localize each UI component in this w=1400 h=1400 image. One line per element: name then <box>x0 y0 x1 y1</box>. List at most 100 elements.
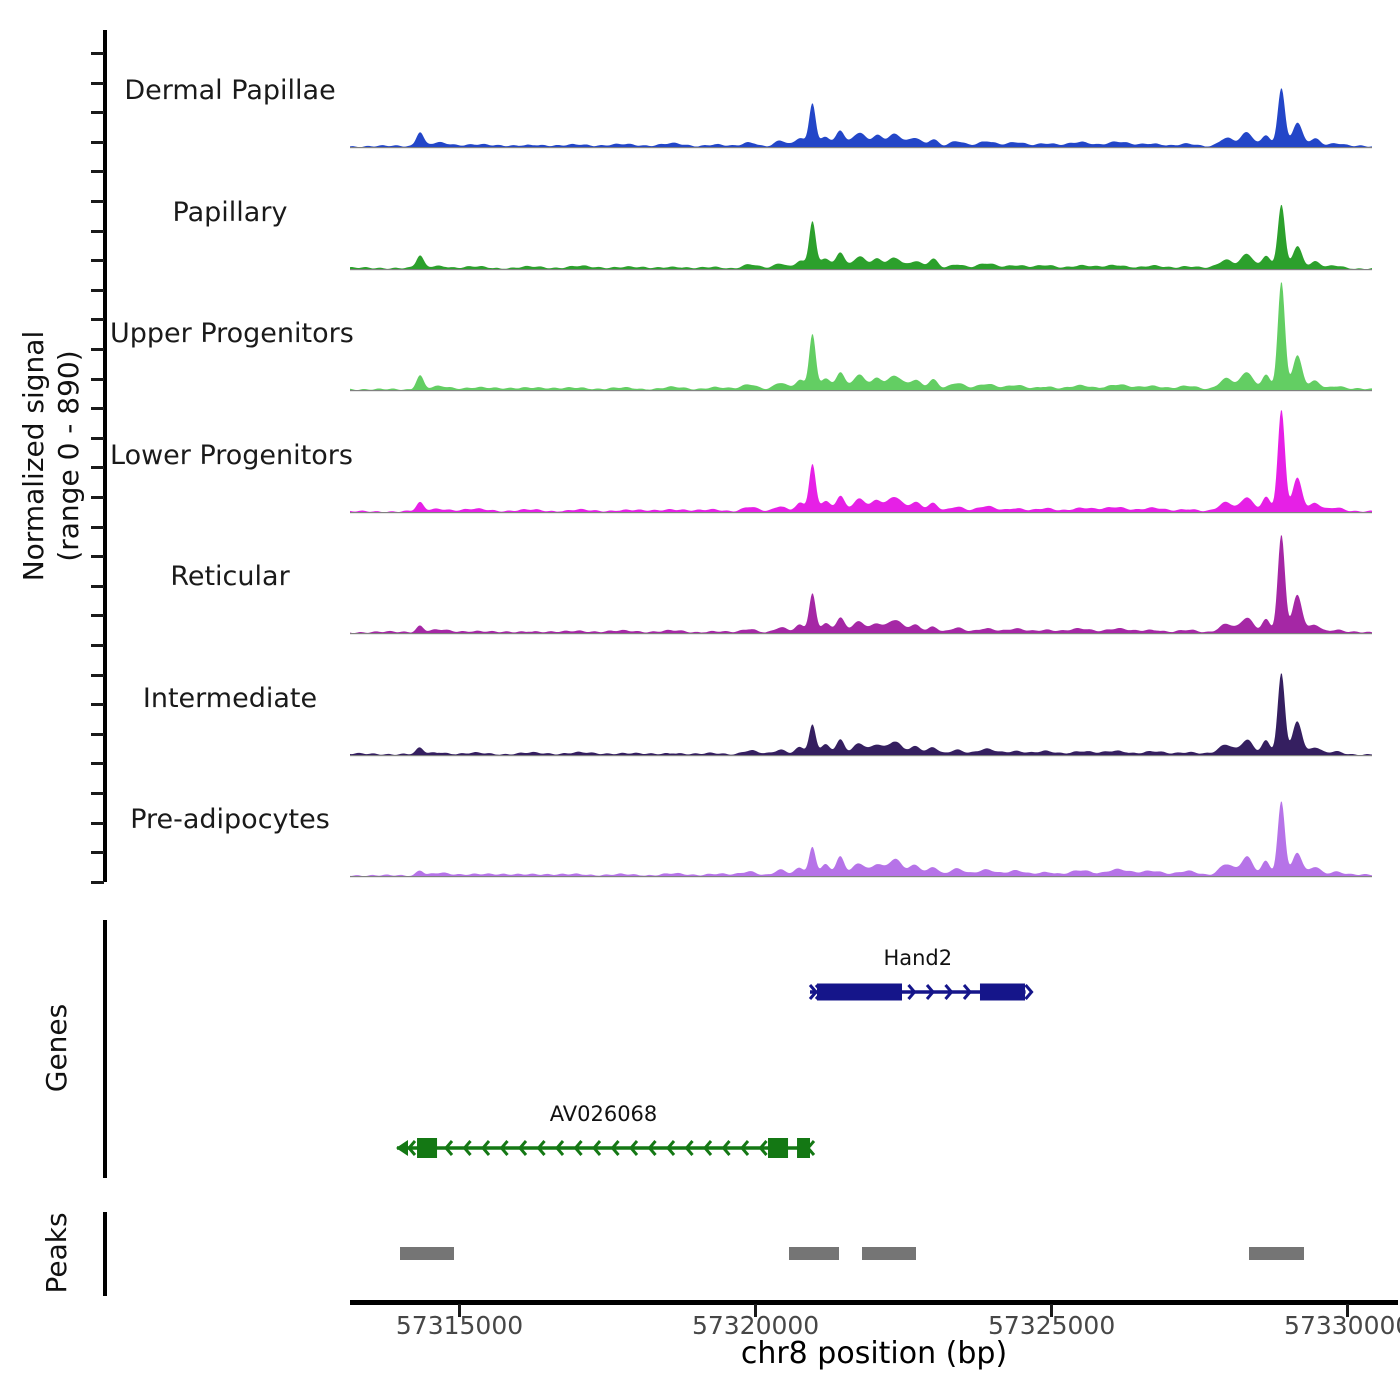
x-tick-label: 57315000 <box>395 1311 524 1340</box>
strand-arrow-icon <box>808 984 818 1000</box>
exon-box <box>417 1138 438 1158</box>
strand-arrow-icon <box>518 1140 528 1156</box>
signal-track-lower-progenitors <box>350 409 1372 513</box>
signal-area <box>350 88 1372 147</box>
x-axis-tick <box>458 1304 462 1317</box>
y-axis-tick <box>91 229 104 233</box>
y-axis-label: Normalized signal (range 0 - 890) <box>16 111 88 801</box>
strand-arrow-icon <box>462 1140 472 1156</box>
strand-arrow-icon <box>481 1140 491 1156</box>
signal-area <box>350 282 1372 390</box>
track-baseline <box>350 268 1372 270</box>
track-baseline <box>350 754 1372 756</box>
y-axis-tick <box>91 644 104 647</box>
strand-arrow-icon <box>536 1140 546 1156</box>
track-baseline <box>350 876 1372 878</box>
x-tick-label: 57330000 <box>1284 1311 1400 1340</box>
y-axis-tick <box>91 377 104 381</box>
track-label: Lower Progenitors <box>110 439 353 471</box>
strand-arrow-icon <box>721 1140 731 1156</box>
gene-models-canvas <box>396 983 1034 1158</box>
peaks-axis-line <box>103 1212 107 1296</box>
strand-arrow-icon <box>629 1140 639 1156</box>
y-axis-tick <box>91 288 104 292</box>
x-tick-label: 57325000 <box>988 1311 1116 1340</box>
peaks-section-label: Peaks <box>40 1212 73 1294</box>
track-label: Intermediate <box>142 682 318 714</box>
signal-area <box>350 204 1372 269</box>
signal-area <box>350 801 1372 876</box>
signal-axis-line <box>103 30 107 882</box>
strand-arrow-icon <box>1024 984 1034 1000</box>
track-baseline <box>350 633 1372 635</box>
y-axis-tick <box>91 436 104 440</box>
x-axis-tick <box>1050 1304 1054 1317</box>
peak-region <box>788 1247 839 1260</box>
track-label: Upper Progenitors <box>110 318 354 349</box>
x-axis-title: chr8 position (bp) <box>740 1336 1008 1371</box>
y-axis-tick <box>91 140 104 144</box>
y-axis-tick <box>91 52 104 55</box>
y-axis-tick <box>91 496 104 499</box>
strand-arrow-icon <box>925 984 935 1000</box>
track-label: Pre-adipocytes <box>130 804 330 835</box>
gene-start-arrow-icon <box>396 1140 409 1156</box>
y-axis-tick <box>91 555 104 559</box>
y-axis-tick <box>91 673 104 677</box>
signal-track-pre-adipocytes <box>350 801 1372 878</box>
exon-box <box>797 1138 810 1158</box>
signal-track-reticular <box>350 535 1372 635</box>
y-axis-tick <box>91 614 104 618</box>
strand-arrow-icon <box>684 1140 694 1156</box>
y-axis-tick <box>91 81 104 85</box>
track-label: Dermal Papillae <box>124 75 336 106</box>
strand-arrow-icon <box>740 1140 750 1156</box>
peak-region <box>861 1247 916 1260</box>
strand-arrow-icon <box>444 1140 454 1156</box>
signal-area <box>350 409 1372 512</box>
y-axis-tick <box>91 525 104 529</box>
exon-box <box>768 1138 789 1158</box>
track-label: Reticular <box>170 561 290 592</box>
strand-arrow-icon <box>758 1140 768 1156</box>
y-axis-label-line2: (range 0 - 890) <box>52 350 85 562</box>
y-axis-label-line1: Normalized signal <box>17 330 50 582</box>
y-axis-tick <box>91 703 104 707</box>
strand-arrow-icon <box>592 1140 602 1156</box>
signal-track-intermediate <box>350 672 1372 756</box>
x-axis-tick <box>1346 1304 1350 1317</box>
track-baseline <box>350 390 1372 392</box>
track-baseline <box>350 147 1372 149</box>
signal-area <box>350 672 1372 755</box>
strand-arrow-icon <box>666 1140 676 1156</box>
track-label: Papillary <box>172 196 288 228</box>
x-axis-line <box>350 1300 1398 1305</box>
strand-arrow-icon <box>962 984 972 1000</box>
strand-arrow-icon <box>703 1140 713 1156</box>
strand-arrow-icon <box>573 1140 583 1156</box>
strand-arrow-icon <box>499 1140 509 1156</box>
strand-arrow-icon <box>555 1140 565 1156</box>
y-axis-tick <box>91 407 104 411</box>
exon-box <box>816 983 903 1001</box>
y-axis-tick <box>91 466 104 470</box>
y-axis-tick <box>91 792 104 795</box>
y-axis-tick <box>91 200 104 203</box>
exon-box <box>979 983 1026 1001</box>
y-axis-tick <box>91 732 104 736</box>
strand-arrow-icon <box>610 1140 620 1156</box>
signal-track-dermal-papillae <box>350 88 1372 149</box>
y-axis-tick <box>91 259 104 263</box>
y-axis-tick <box>91 851 104 855</box>
genes-section-label: Genes <box>40 1003 73 1093</box>
signal-track-papillary <box>350 204 1372 270</box>
y-axis-tick <box>91 821 104 825</box>
y-axis-tick <box>91 348 104 351</box>
x-axis-tick <box>754 1304 758 1317</box>
strand-arrow-icon <box>647 1140 657 1156</box>
y-axis-tick <box>91 318 104 322</box>
strand-arrow-icon <box>944 984 954 1000</box>
y-axis-tick <box>91 880 104 884</box>
y-axis-tick <box>91 584 104 588</box>
